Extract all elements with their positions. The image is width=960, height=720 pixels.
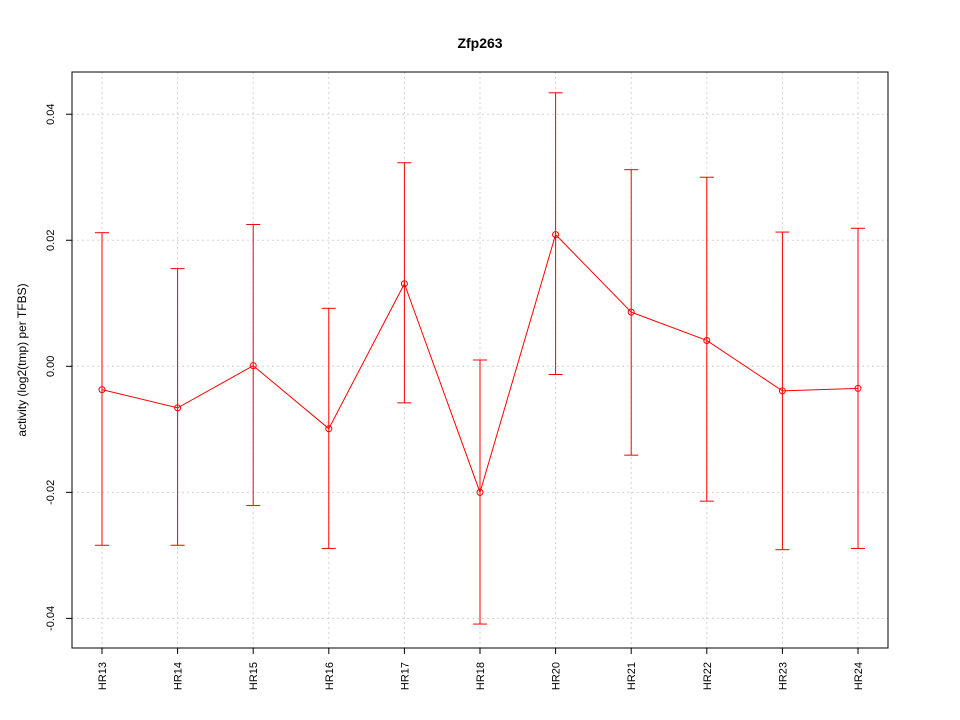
data-point [778,387,786,395]
axis-layer: -0.04 -0.02 0.00 0.02 0.04 HR13 HR14 HR15 HR16 HR… [45,104,865,691]
y-tick-label: 0.02 [45,230,57,251]
data-point [476,488,484,496]
x-tick-label: HR18 [475,662,487,690]
y-tick-label: -0.02 [45,480,57,505]
series-layer [95,92,865,625]
x-tick-label: HR13 [97,662,109,690]
x-tick-label: HR17 [399,662,411,690]
data-point [854,384,862,392]
data-point [249,362,257,370]
y-tick-label: -0.04 [45,606,57,631]
grid-lines [72,72,888,648]
chart-title: Zfp263 [457,35,502,51]
data-point [627,308,635,316]
x-tick-label: HR22 [702,662,714,690]
data-point [552,231,560,239]
x-tick-label: HR15 [248,662,260,690]
x-tick-label: HR21 [626,662,638,690]
data-point [98,386,106,394]
y-tick-label: 0.00 [45,356,57,377]
y-axis-label: activity (log2(tmp) per TFBS) [15,283,29,436]
x-tick-label: HR20 [551,662,563,690]
x-tick-label: HR14 [173,662,185,690]
data-point [174,404,182,412]
series-line [101,233,859,494]
data-point [325,425,333,433]
x-tick-label: HR24 [853,662,865,690]
y-tick-label: 0.04 [45,104,57,125]
x-tick-label: HR16 [324,662,336,690]
data-point [400,280,408,288]
x-tick-label: HR23 [777,662,789,690]
data-point [703,336,711,344]
